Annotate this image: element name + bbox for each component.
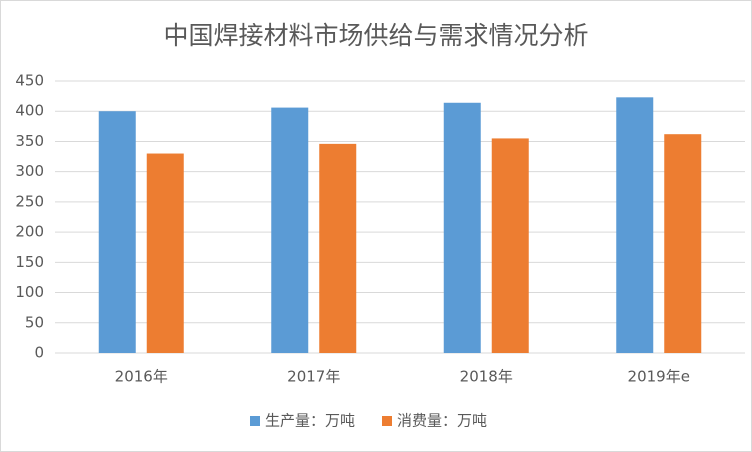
legend-label: 生产量：万吨 [265, 412, 355, 430]
y-tick-label: 0 [34, 344, 44, 362]
x-tick-label: 2017年 [287, 368, 340, 386]
y-tick-label: 450 [15, 72, 44, 90]
y-tick-label: 50 [25, 313, 44, 331]
bar [98, 111, 136, 353]
y-tick-label: 200 [15, 223, 44, 241]
bar [319, 143, 357, 353]
legend-label: 消费量：万吨 [397, 412, 487, 430]
x-tick-label: 2016年 [115, 368, 168, 386]
x-tick-label: 2019年e [628, 368, 690, 386]
bar [664, 134, 702, 353]
y-tick-label: 250 [15, 192, 44, 210]
y-tick-label: 150 [15, 253, 44, 271]
y-tick-label: 300 [15, 162, 44, 180]
x-tick-label: 2018年 [460, 368, 513, 386]
bar [491, 138, 529, 353]
bar [271, 107, 309, 354]
y-tick-label: 350 [15, 132, 44, 150]
y-tick-label: 100 [15, 283, 44, 301]
chart-title: 中国焊接材料市场供给与需求情况分析 [163, 21, 588, 50]
legend-swatch [382, 416, 392, 426]
bar [616, 97, 654, 353]
bar [146, 153, 184, 353]
y-tick-label: 400 [15, 102, 44, 120]
legend-swatch [250, 416, 260, 426]
bar [443, 102, 481, 353]
